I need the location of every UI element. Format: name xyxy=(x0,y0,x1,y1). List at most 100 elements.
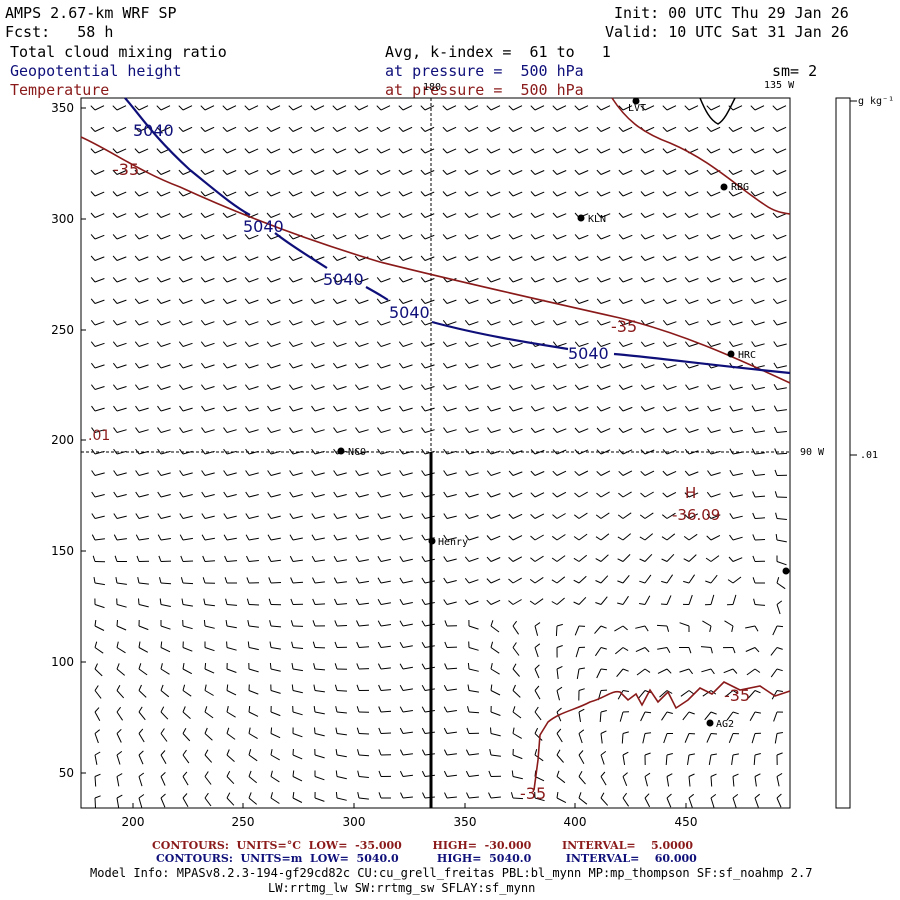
wind-barb-shaft xyxy=(314,170,325,175)
wind-barb-shaft xyxy=(336,472,347,476)
wind-barb-flag xyxy=(112,191,118,197)
wind-barb-flag xyxy=(267,405,272,412)
wind-barb-shaft xyxy=(94,625,105,631)
wind-barb-flag xyxy=(376,212,382,218)
wind-barb-shaft xyxy=(578,754,585,764)
wind-barb-shaft xyxy=(402,602,413,605)
wind-barb-shaft xyxy=(644,595,651,605)
wind-barb-shaft xyxy=(754,539,766,541)
wind-barb-flag xyxy=(420,105,426,111)
wind-barb-flag xyxy=(465,749,470,756)
wind-barb-flag xyxy=(772,148,778,154)
wind-barb-shaft xyxy=(292,191,303,197)
wind-barb-shaft xyxy=(138,321,149,326)
wind-barb-shaft xyxy=(160,625,171,630)
station-dot-nco xyxy=(337,447,345,455)
wind-barb-flag xyxy=(134,341,140,347)
wind-barb-flag xyxy=(310,212,316,218)
wind-barb-shaft xyxy=(688,234,699,240)
wind-barb-shaft xyxy=(182,647,193,652)
wind-barb-shaft xyxy=(600,299,611,304)
wind-barb-shaft xyxy=(182,126,193,132)
wind-barb-flag xyxy=(112,277,118,283)
wind-barb-shaft xyxy=(688,554,697,562)
wind-barb-flag xyxy=(266,384,272,390)
wind-barb-shaft xyxy=(138,604,149,608)
wind-barb-flag xyxy=(266,169,272,175)
wind-barb-shaft xyxy=(556,278,567,283)
wind-barb-shaft xyxy=(248,625,259,628)
wind-barb-flag xyxy=(774,491,778,498)
temp-label-4: -35 xyxy=(520,784,546,803)
wind-barb-flag xyxy=(486,319,492,326)
wind-barb-shaft xyxy=(182,560,194,562)
wind-barb-shaft xyxy=(710,256,721,261)
wind-barb-shaft xyxy=(138,278,149,283)
height-label-2: 5040 xyxy=(243,217,284,236)
wind-barb-shaft xyxy=(575,647,580,658)
wind-barb-shaft xyxy=(446,213,457,218)
wind-barb-flag xyxy=(226,727,230,734)
wind-barb-shaft xyxy=(666,428,677,433)
wind-barb-flag xyxy=(269,620,272,627)
wind-barb-shaft xyxy=(380,537,391,541)
wind-barb-flag xyxy=(617,602,624,605)
wind-barb-flag xyxy=(618,319,624,326)
wind-barb-flag xyxy=(134,169,140,175)
wind-barb-shaft xyxy=(754,191,765,197)
wind-barb-shaft xyxy=(556,126,567,132)
wind-barb-shaft xyxy=(556,170,567,175)
wind-barb-flag xyxy=(335,770,338,777)
wind-barb-flag xyxy=(90,169,96,175)
wind-barb-flag xyxy=(138,750,144,756)
wind-barb-flag xyxy=(223,448,228,455)
model-info: Model Info: MPASv8.2.3-194-gf29cd82c CU:… xyxy=(90,866,813,880)
wind-barb-shaft xyxy=(138,234,149,240)
wind-barb-shaft xyxy=(270,668,281,672)
wind-barb-shaft xyxy=(724,690,734,698)
wind-barb-flag xyxy=(752,555,756,562)
wind-barb-flag xyxy=(618,427,624,433)
wind-barb-shaft xyxy=(116,429,127,433)
wind-barb-shaft xyxy=(314,213,325,218)
wind-barb-flag xyxy=(729,341,734,347)
wind-barb-flag xyxy=(660,603,668,605)
wind-barb-shaft xyxy=(710,429,721,433)
wind-barb-shaft xyxy=(666,595,672,605)
wind-barb-flag xyxy=(776,577,780,584)
wind-barb-flag xyxy=(640,277,646,283)
wind-barb-flag xyxy=(377,577,382,584)
wind-barb-flag xyxy=(310,191,316,197)
wind-barb-flag xyxy=(752,512,756,519)
wind-barb-flag xyxy=(556,728,562,734)
wind-barb-shaft xyxy=(402,623,413,627)
wind-barb-shaft xyxy=(710,105,721,111)
wind-barb-shaft xyxy=(446,667,458,670)
wind-barb-flag xyxy=(289,405,294,412)
wind-barb-flag xyxy=(138,794,145,799)
wind-barb-flag xyxy=(732,690,739,695)
wind-barb-shaft xyxy=(94,647,104,654)
wind-barb-shaft xyxy=(754,604,766,606)
wind-barb-flag xyxy=(552,319,558,326)
wind-barb-flag xyxy=(551,579,558,584)
wind-barb-shaft xyxy=(556,733,563,743)
wind-barb-shaft xyxy=(446,558,457,562)
wind-barb-shaft xyxy=(622,234,633,240)
wind-barb-shaft xyxy=(732,594,737,605)
wind-barb-shaft xyxy=(270,776,280,783)
wind-barb-flag xyxy=(292,770,295,777)
wind-barb-flag xyxy=(464,513,470,519)
wind-barb-flag xyxy=(355,405,360,412)
wind-barb-flag xyxy=(622,751,629,756)
wind-barb-shaft xyxy=(666,385,677,390)
wind-barb-flag xyxy=(354,191,360,197)
wind-barb-flag xyxy=(378,706,382,713)
wind-barb-shaft xyxy=(160,797,166,808)
wind-barb-flag xyxy=(662,277,668,283)
wind-barb-flag xyxy=(574,126,580,132)
wind-barb-shaft xyxy=(270,256,281,261)
wind-barb-shaft xyxy=(776,409,787,412)
wind-barb-shaft xyxy=(622,754,626,765)
wind-barb-shaft xyxy=(94,321,105,326)
